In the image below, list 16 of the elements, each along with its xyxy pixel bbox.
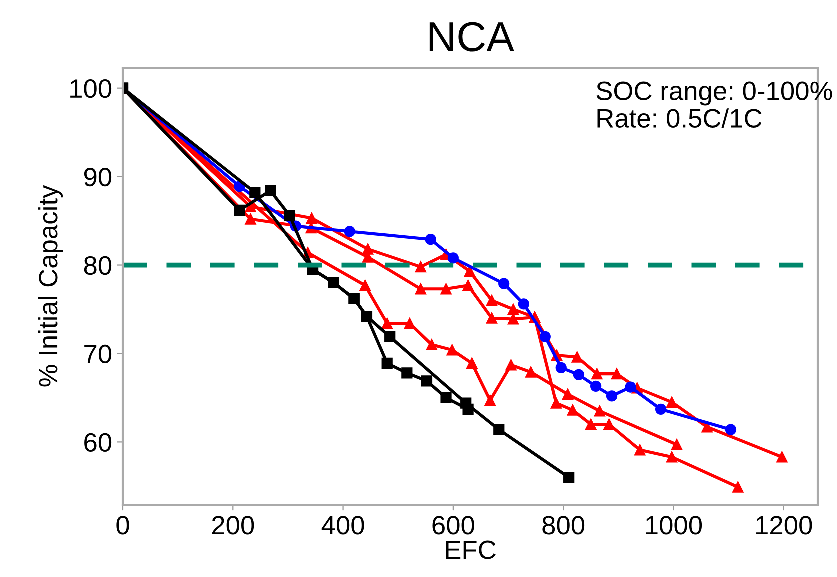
y-axis-title: % Initial Capacity [38, 185, 64, 387]
y-tick-label: 70 [84, 344, 112, 364]
annotation: SOC range: 0-100% Rate: 0.5C/1C [596, 82, 832, 128]
x-tick-label: 1000 [646, 516, 702, 535]
y-tick-label: 90 [84, 168, 112, 187]
x-tick-label: 1200 [756, 516, 812, 535]
x-tick-label: 800 [542, 516, 585, 535]
x-tick-label: 0 [116, 516, 130, 535]
chart-title: NCA [430, 22, 514, 52]
x-tick-label: 200 [212, 516, 254, 535]
y-tick-label: 60 [84, 433, 112, 452]
x-axis-title: EFC [446, 540, 496, 560]
x-tick-label: 400 [322, 516, 364, 535]
x-tick-label: 600 [432, 516, 474, 535]
y-tick-label: 100 [70, 79, 112, 98]
y-tick-label: 80 [84, 256, 112, 276]
